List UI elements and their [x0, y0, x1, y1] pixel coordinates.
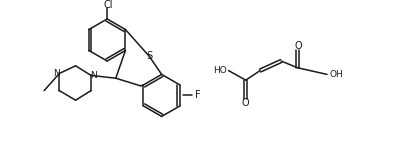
Text: Cl: Cl — [103, 0, 113, 10]
Text: O: O — [295, 41, 302, 51]
Text: N: N — [90, 71, 97, 80]
Text: F: F — [195, 90, 201, 100]
Text: N: N — [53, 69, 60, 78]
Text: HO: HO — [213, 66, 227, 75]
Text: S: S — [146, 51, 152, 61]
Text: OH: OH — [330, 70, 343, 79]
Text: O: O — [242, 98, 250, 108]
